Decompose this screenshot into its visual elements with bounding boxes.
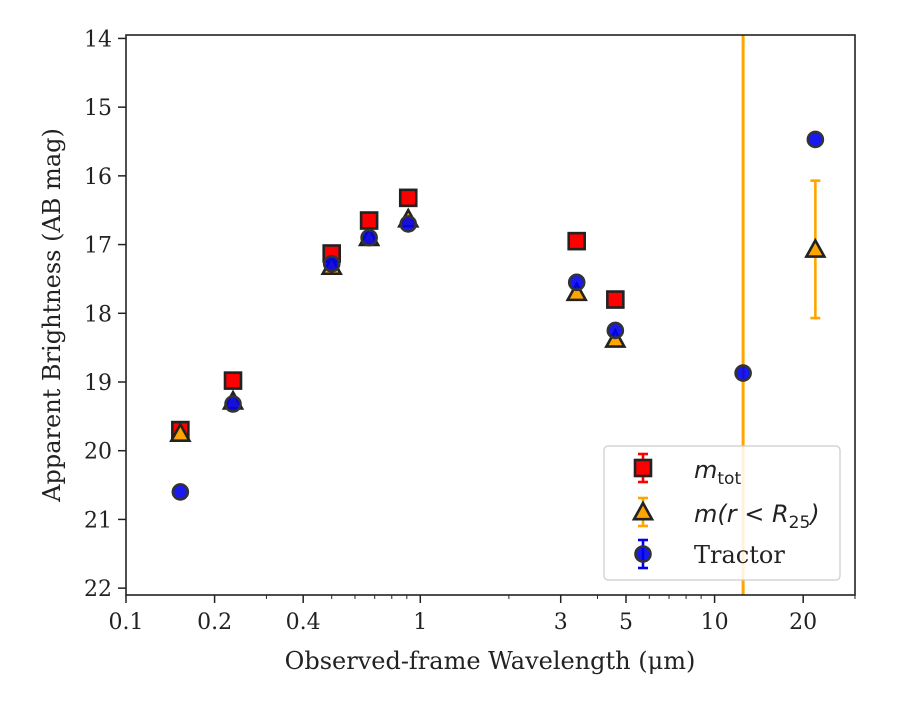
x-tick-label: 20: [789, 610, 817, 635]
legend-key-tractor: [634, 545, 652, 563]
data-point-tractor: [606, 321, 625, 340]
data-point-m-r25: [169, 421, 192, 443]
x-tick-label: 0.4: [286, 610, 321, 635]
data-marks: [169, 35, 827, 595]
x-tick-label: 10: [701, 610, 729, 635]
data-point-mtot: [223, 371, 243, 390]
data-point-tractor: [399, 215, 418, 233]
y-tick-label: 17: [84, 234, 112, 259]
legend-box: [603, 445, 841, 581]
data-point-tractor: [360, 228, 378, 247]
x-tick-label: 3: [554, 610, 568, 635]
legend-m-r25-main: m(r < R: [694, 500, 789, 528]
axis-ticks: 0.1 0.2 0.4 1 3 5 10 20 14 15 16 17 18 19 20 21 22: [84, 27, 856, 635]
legend-label-tractor: Tractor: [694, 541, 785, 569]
y-tick-label: 14: [84, 27, 112, 52]
legend-key-m-r25: [631, 500, 655, 521]
x-tick-label: 1: [413, 610, 427, 635]
x-tick-label: 0.1: [109, 610, 144, 635]
legend-keys: [631, 452, 655, 570]
legend-m-r25-close: ): [808, 500, 819, 528]
data-point-mtot: [567, 231, 587, 251]
data-point-tractor: [734, 364, 752, 382]
y-tick-label: 16: [84, 165, 112, 190]
data-point-tractor: [224, 395, 242, 413]
series-tractor: [171, 130, 825, 501]
y-tick-label: 21: [84, 508, 112, 533]
x-tick-label: 0.2: [197, 610, 232, 635]
y-tick-label: 15: [84, 96, 112, 121]
y-axis-label: Apparent Brightness (AB mag): [38, 128, 66, 503]
data-point-tractor: [322, 255, 341, 273]
x-axis-label: Observed-frame Wavelength (μm): [285, 647, 696, 675]
legend-m-r25-sub: 25: [789, 513, 811, 533]
y-tick-label: 22: [84, 577, 112, 602]
legend-label-mtot: mtot: [694, 456, 741, 489]
data-point-tractor: [567, 273, 586, 292]
legend-mtot-sub: tot: [717, 469, 741, 489]
y-tick-label: 20: [84, 440, 112, 465]
y-tick-label: 18: [84, 302, 112, 327]
legend-key-mtot: [633, 458, 653, 478]
data-point-mtot: [606, 290, 625, 309]
legend-mtot-main: m: [694, 456, 717, 484]
data-point-m-r25: [565, 280, 588, 302]
data-point-tractor: [806, 130, 825, 149]
data-point-tractor: [171, 483, 190, 501]
plot-frame: [125, 34, 856, 596]
y-tick-label: 19: [84, 371, 112, 396]
data-point-mtot: [398, 188, 418, 208]
x-tick-label: 5: [619, 610, 633, 635]
legend-label-m-r25: m(r < R25): [694, 500, 820, 533]
data-point-m-r25: [804, 237, 827, 258]
legend: mtot m(r < R25) Tractor: [603, 445, 841, 581]
